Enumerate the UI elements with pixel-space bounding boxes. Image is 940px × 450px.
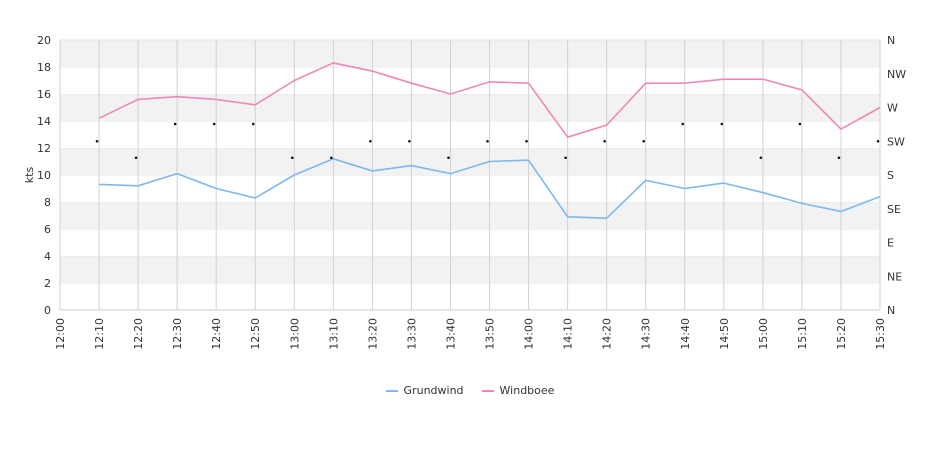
x-tick-label: 14:10	[562, 318, 575, 350]
direction-marker	[720, 122, 724, 126]
plot-bands	[60, 39, 880, 311]
y-axis-ticks: 0 2 4 6 8 10 12 14 16 18 20	[37, 34, 51, 317]
series-line-grundwind	[99, 158, 881, 219]
y-tick-label: 14	[37, 115, 51, 128]
legend: Grundwind Windboee	[0, 384, 940, 397]
x-tick-label: 13:50	[484, 318, 497, 350]
x-tick-label: 12:20	[132, 318, 145, 350]
legend-swatch	[481, 389, 494, 392]
direction-marker	[134, 156, 138, 160]
direction-marker	[486, 139, 489, 143]
x-tick-label: 15:20	[835, 318, 848, 350]
direction-marker	[290, 156, 294, 160]
x-tick-label: 15:30	[874, 318, 887, 350]
legend-item-grundwind[interactable]: Grundwind	[385, 384, 464, 397]
x-tick-label: 12:10	[93, 318, 106, 350]
x-axis-ticks: 12:00 12:10 12:20 12:30 12:40 12:50 13:00 13:10…	[54, 318, 887, 350]
direction-tick-label: SE	[887, 203, 901, 216]
y-tick-label: 18	[37, 61, 51, 74]
plot-band	[60, 283, 880, 310]
plot-band	[60, 202, 880, 229]
x-tick-label: 13:30	[405, 318, 418, 350]
direction-tick-label: N	[887, 34, 895, 47]
x-tick-label: 12:40	[210, 318, 223, 350]
direction-marker	[681, 122, 685, 126]
plot-band	[60, 67, 880, 94]
direction-marker	[447, 156, 450, 160]
direction-marker	[837, 156, 841, 160]
direction-tick-label: N	[887, 304, 895, 317]
series-line-windboee	[98, 62, 881, 138]
plot-band	[60, 40, 880, 67]
x-tick-label: 15:10	[796, 318, 809, 350]
x-tick-label: 14:40	[679, 318, 692, 350]
x-tick-label: 13:40	[444, 318, 457, 350]
y-tick-label: 6	[44, 223, 51, 236]
direction-marker	[798, 122, 802, 126]
series-lines	[98, 62, 881, 219]
y-tick-label: 10	[37, 169, 51, 182]
y-tick-label: 12	[37, 142, 51, 155]
x-tick-label: 13:20	[366, 318, 379, 350]
direction-marker	[95, 139, 99, 143]
x-tick-label: 12:50	[249, 318, 262, 350]
direction-marker	[408, 139, 411, 143]
direction-marker	[564, 156, 567, 160]
direction-marker	[603, 139, 606, 143]
x-tick-label: 13:10	[327, 318, 340, 350]
legend-item-windboee[interactable]: Windboee	[481, 384, 555, 397]
y-tick-label: 8	[44, 196, 51, 209]
legend-label: Grundwind	[403, 384, 464, 397]
plot-band	[60, 148, 880, 175]
x-tick-label: 12:00	[54, 318, 67, 350]
plot-band	[60, 175, 880, 202]
direction-axis-ticks: N NE E SE S SW W NW N	[887, 34, 906, 317]
y-tick-label: 2	[44, 277, 51, 290]
direction-markers	[95, 122, 880, 160]
y-tick-label: 0	[44, 304, 51, 317]
direction-tick-label: NE	[887, 270, 902, 283]
direction-marker	[212, 122, 216, 126]
legend-label: Windboee	[499, 384, 555, 397]
direction-tick-label: W	[887, 102, 898, 115]
x-tick-label: 12:30	[171, 318, 184, 350]
y-axis-label: kts	[23, 167, 36, 184]
direction-marker	[642, 139, 646, 143]
x-tick-label: 14:20	[601, 318, 614, 350]
x-tick-label: 14:00	[523, 318, 536, 350]
direction-marker	[330, 156, 333, 160]
x-tick-label: 13:00	[288, 318, 301, 350]
y-tick-label: 4	[44, 250, 51, 263]
plot-band	[60, 94, 880, 121]
direction-marker	[876, 139, 880, 143]
direction-tick-label: SW	[887, 135, 905, 148]
x-tick-label: 14:50	[718, 318, 731, 350]
direction-marker	[173, 122, 177, 126]
x-tick-label: 15:00	[757, 318, 770, 350]
plot-band	[60, 121, 880, 148]
direction-tick-label: E	[887, 237, 894, 250]
y-tick-label: 16	[37, 88, 51, 101]
x-tick-label: 14:30	[640, 318, 653, 350]
direction-marker	[369, 139, 372, 143]
direction-marker	[759, 156, 763, 160]
direction-tick-label: NW	[887, 68, 906, 81]
direction-tick-label: S	[887, 169, 894, 182]
plot-band	[60, 229, 880, 256]
plot-band	[60, 256, 880, 283]
y-tick-label: 20	[37, 34, 51, 47]
direction-marker	[251, 122, 255, 126]
direction-marker	[525, 139, 528, 143]
legend-swatch	[385, 389, 398, 392]
